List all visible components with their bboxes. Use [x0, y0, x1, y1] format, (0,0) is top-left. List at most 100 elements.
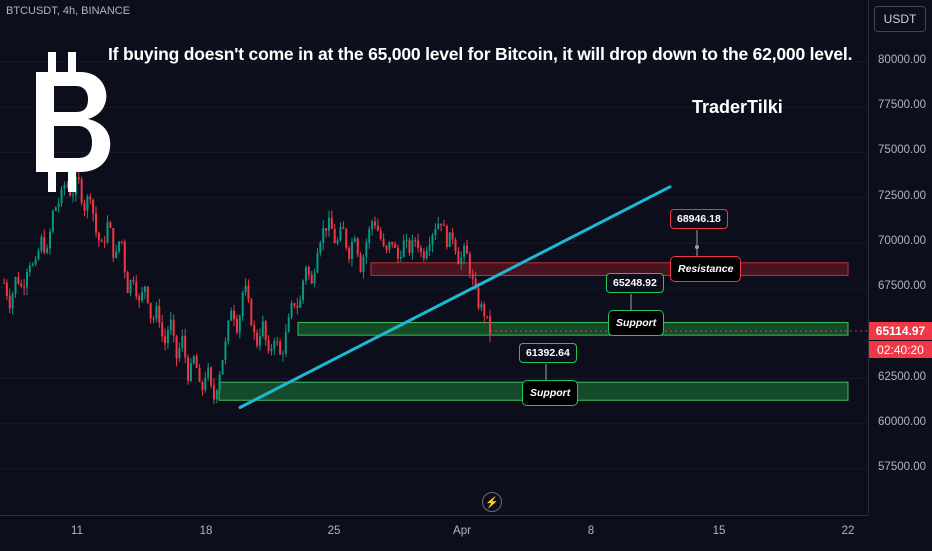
candle: [353, 235, 356, 243]
time-axis[interactable]: [0, 515, 868, 551]
candle-body: [155, 306, 158, 319]
candle: [143, 285, 146, 300]
candle: [100, 238, 103, 242]
candle: [43, 229, 46, 255]
candle-body: [287, 317, 290, 332]
candle-body: [425, 250, 428, 259]
candle-body: [293, 303, 296, 306]
candle-body: [428, 244, 431, 251]
candle: [155, 301, 158, 323]
candle-body: [66, 185, 69, 187]
candle: [244, 278, 247, 296]
candle-body: [417, 240, 420, 248]
resistance-dot: [695, 245, 699, 249]
candle-body: [80, 179, 83, 203]
price-chart[interactable]: [0, 0, 868, 515]
candle: [92, 198, 95, 222]
candle-body: [54, 207, 57, 211]
candle: [132, 276, 135, 285]
candle: [327, 210, 330, 237]
candle: [417, 234, 420, 253]
candle: [448, 232, 451, 248]
candle: [138, 293, 141, 309]
candle-body: [109, 222, 112, 229]
candle: [342, 221, 345, 230]
candle-body: [77, 177, 80, 180]
author-name: TraderTilki: [692, 97, 783, 117]
candle-body: [414, 240, 417, 242]
candle-body: [316, 252, 319, 273]
candle: [267, 334, 270, 354]
candle: [198, 363, 201, 383]
candle: [379, 227, 382, 241]
candle: [451, 227, 454, 245]
candle-body: [60, 188, 63, 204]
candle-body: [336, 240, 339, 244]
candle: [325, 228, 328, 238]
candle-body: [95, 213, 98, 233]
candle: [238, 314, 241, 339]
candle-body: [273, 341, 276, 349]
candle: [250, 297, 253, 327]
candle: [8, 288, 11, 314]
candle: [161, 315, 164, 342]
candle: [261, 315, 264, 339]
candle-body: [143, 286, 146, 293]
candle: [129, 279, 132, 297]
candle-body: [440, 223, 443, 226]
candle: [253, 320, 256, 341]
candle: [126, 270, 129, 294]
price-tick: 60000.00: [878, 415, 926, 428]
candle-body: [379, 230, 382, 240]
candle-body: [480, 304, 483, 308]
candle-body: [267, 339, 270, 351]
candle: [287, 313, 290, 333]
candle-body: [284, 331, 287, 354]
candle-body: [178, 347, 181, 359]
candle-body: [437, 223, 440, 230]
candle: [49, 228, 52, 255]
current-price-label: 65114.97: [869, 322, 932, 340]
price-tick: 67500.00: [878, 280, 926, 293]
candle: [181, 329, 184, 352]
candle-body: [376, 225, 379, 231]
candle: [382, 233, 385, 248]
candle: [434, 223, 437, 241]
flash-icon[interactable]: ⚡: [482, 492, 502, 512]
candle: [296, 297, 299, 315]
candle: [37, 247, 40, 261]
candle: [471, 269, 474, 286]
candle-body: [388, 241, 391, 250]
candle-body: [5, 282, 8, 297]
candle: [141, 286, 144, 303]
candle: [480, 301, 483, 312]
candle-body: [350, 241, 353, 259]
candle-body: [296, 305, 299, 308]
candle: [51, 209, 54, 234]
candle-body: [256, 332, 259, 346]
price-tick: 80000.00: [878, 54, 926, 66]
candle-body: [40, 236, 43, 251]
candle-body: [399, 257, 402, 259]
trendline: [238, 185, 672, 409]
candle: [63, 181, 66, 196]
candle-body: [120, 241, 123, 243]
candle-body: [342, 227, 345, 229]
support-lower-tag: Support: [522, 380, 579, 406]
candle-body: [258, 336, 261, 346]
candle-body: [489, 316, 491, 334]
candle-body: [86, 196, 89, 211]
candle: [187, 354, 190, 385]
candle-body: [218, 374, 221, 391]
candle: [95, 206, 98, 238]
price-axis[interactable]: [868, 0, 932, 515]
candle: [118, 240, 121, 254]
candle-body: [212, 385, 215, 400]
candle-body: [187, 357, 190, 381]
annotation-connectors: [490, 230, 868, 380]
candle-body: [37, 250, 40, 260]
candle-body: [353, 238, 356, 242]
currency-button[interactable]: USDT: [874, 6, 926, 32]
candle-body: [164, 336, 167, 344]
candle-body: [103, 241, 106, 243]
